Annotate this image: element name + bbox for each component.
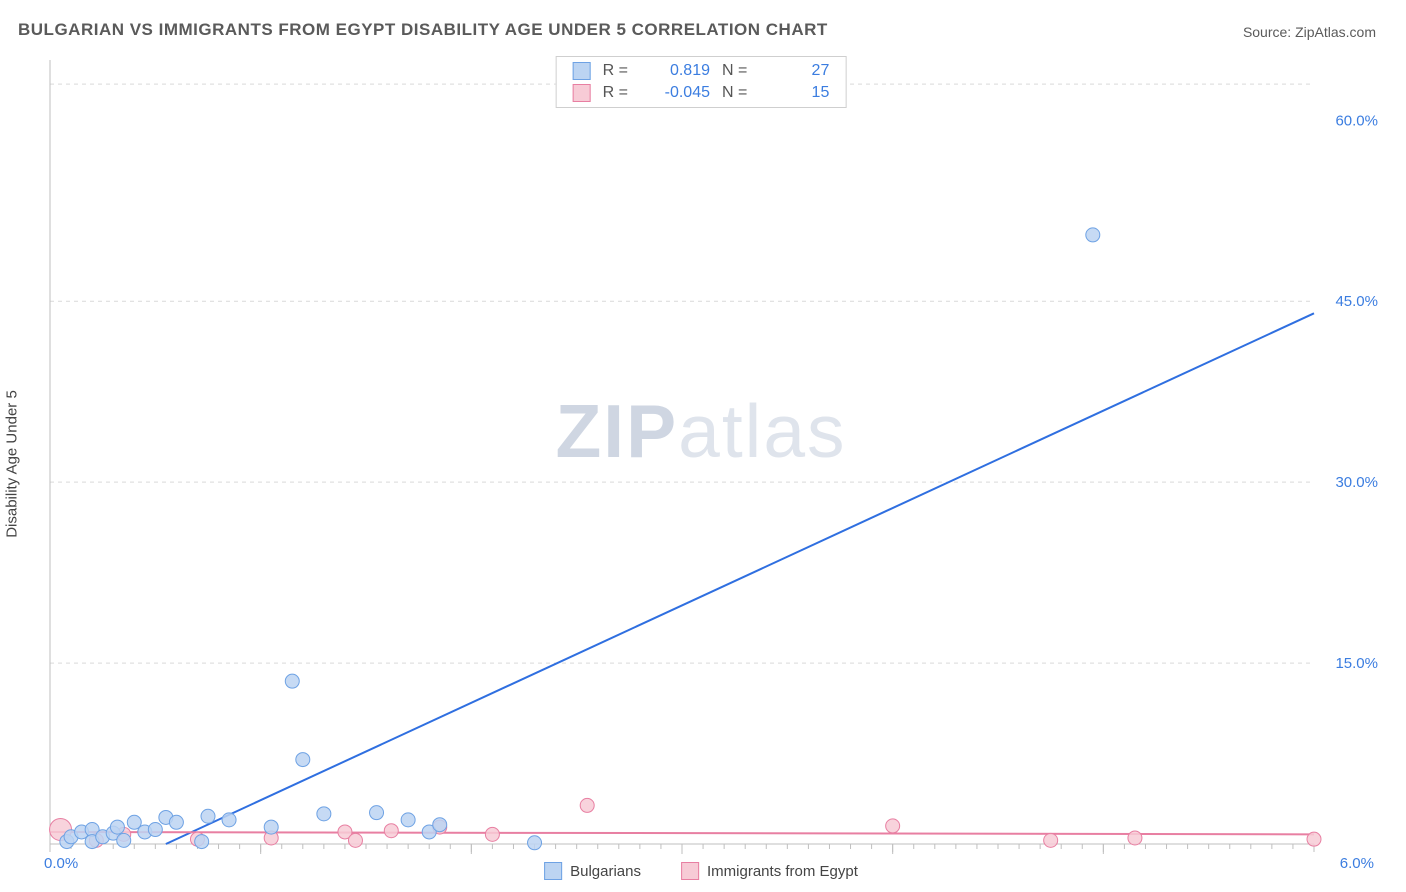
legend-item-1: Bulgarians — [544, 862, 641, 880]
svg-text:60.0%: 60.0% — [1335, 112, 1378, 129]
R-label: R = — [603, 84, 628, 102]
swatch-series-1 — [573, 62, 591, 80]
source-link[interactable]: ZipAtlas.com — [1295, 24, 1376, 40]
legend-item-2: Immigrants from Egypt — [681, 862, 858, 880]
R-value-1: 0.819 — [640, 62, 710, 80]
source-label: Source: — [1243, 24, 1291, 40]
N-label: N = — [722, 84, 747, 102]
legend-stats: R = 0.819 N = 27 R = -0.045 N = 15 — [556, 56, 847, 108]
y-axis-label: Disability Age Under 5 — [4, 390, 21, 538]
legend-stats-row-1: R = 0.819 N = 27 — [557, 60, 846, 82]
legend-label-2: Immigrants from Egypt — [707, 863, 858, 880]
source-attr: Source: ZipAtlas.com — [1243, 24, 1376, 40]
N-label: N = — [722, 62, 747, 80]
plot-container: Disability Age Under 5 ZIPatlas 15.0%30.… — [18, 48, 1384, 880]
svg-text:6.0%: 6.0% — [1340, 855, 1374, 872]
swatch-series-2 — [681, 862, 699, 880]
svg-text:30.0%: 30.0% — [1335, 474, 1378, 491]
swatch-series-1 — [544, 862, 562, 880]
legend-label-1: Bulgarians — [570, 863, 641, 880]
chart-title: BULGARIAN VS IMMIGRANTS FROM EGYPT DISAB… — [18, 20, 828, 40]
R-label: R = — [603, 62, 628, 80]
svg-text:0.0%: 0.0% — [44, 855, 78, 872]
N-value-1: 27 — [759, 62, 829, 80]
legend-series: Bulgarians Immigrants from Egypt — [544, 862, 858, 880]
N-value-2: 15 — [759, 84, 829, 102]
R-value-2: -0.045 — [640, 84, 710, 102]
scatter-chart: 15.0% 30.0% 45.0% 60.0% 0.0% 6.0% — [18, 48, 1384, 880]
svg-text:45.0%: 45.0% — [1335, 293, 1378, 310]
svg-text:15.0%: 15.0% — [1335, 655, 1378, 672]
legend-stats-row-2: R = -0.045 N = 15 — [557, 82, 846, 104]
swatch-series-2 — [573, 84, 591, 102]
